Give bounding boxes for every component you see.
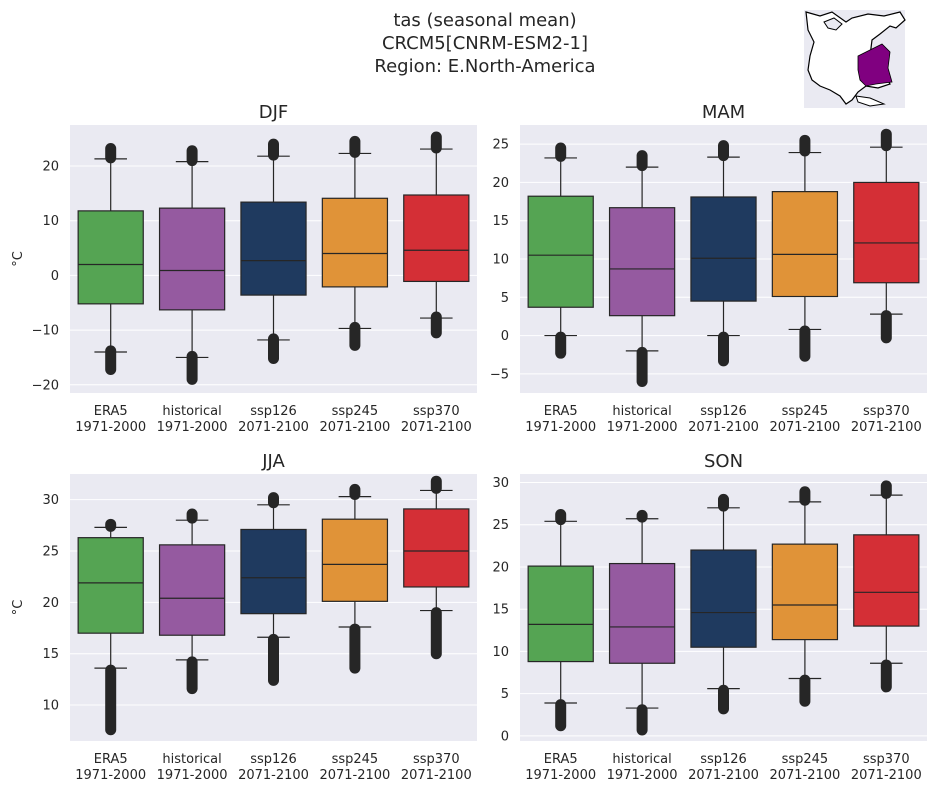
box-iqr bbox=[321, 518, 389, 602]
figure-title-line-2: CRCM5[CNRM-ESM2-1] bbox=[381, 33, 589, 54]
x-tick-period: 1971-2000 bbox=[75, 768, 146, 783]
y-tick-label: 5 bbox=[501, 687, 509, 702]
x-tick-period: 1971-2000 bbox=[525, 420, 596, 435]
x-tick-label: ssp245 bbox=[782, 752, 829, 767]
x-tick-label: ERA5 bbox=[544, 752, 578, 767]
y-tick-label: 0 bbox=[51, 269, 59, 284]
y-tick-label: 20 bbox=[42, 596, 59, 611]
x-tick-label: ssp126 bbox=[700, 752, 747, 767]
box-iqr bbox=[77, 537, 144, 634]
x-tick-label: historical bbox=[162, 404, 221, 419]
y-tick-label: 25 bbox=[492, 518, 509, 533]
y-tick-label: 15 bbox=[42, 647, 59, 662]
y-tick-label: 30 bbox=[42, 493, 59, 508]
box-iqr bbox=[771, 191, 839, 298]
y-tick-label: 15 bbox=[492, 214, 509, 229]
figure-title-line-3: Region: E.North-America bbox=[374, 56, 596, 77]
caribbean-outline bbox=[855, 95, 886, 107]
box-iqr bbox=[77, 210, 144, 305]
x-tick-period: 1971-2000 bbox=[157, 768, 228, 783]
hudson-bay-outline bbox=[823, 17, 843, 31]
x-tick-label: historical bbox=[612, 752, 671, 767]
box-iqr bbox=[321, 197, 389, 288]
box-iqr bbox=[608, 562, 676, 664]
x-tick-period: 2071-2100 bbox=[688, 768, 759, 783]
x-tick-label: ERA5 bbox=[94, 404, 128, 419]
y-tick-label: 20 bbox=[42, 160, 59, 175]
x-tick-period: 2071-2100 bbox=[688, 420, 759, 435]
y-tick-label: −20 bbox=[32, 378, 59, 393]
box-iqr bbox=[403, 194, 470, 283]
y-tick-label: 20 bbox=[492, 176, 509, 191]
y-tick-label: 10 bbox=[42, 214, 59, 229]
x-tick-period: 1971-2000 bbox=[157, 420, 228, 435]
x-tick-label: ssp370 bbox=[863, 404, 910, 419]
y-tick-label: 10 bbox=[492, 253, 509, 268]
box-iqr bbox=[403, 508, 470, 588]
y-tick-label: 15 bbox=[492, 603, 509, 618]
box-iqr bbox=[771, 543, 839, 641]
x-tick-label: ssp126 bbox=[700, 404, 747, 419]
box-iqr bbox=[853, 181, 920, 284]
box-iqr bbox=[853, 534, 920, 627]
region-map-inset bbox=[804, 10, 906, 108]
x-tick-label: ssp245 bbox=[782, 404, 829, 419]
y-tick-label: 0 bbox=[501, 329, 509, 344]
east-north-america-region bbox=[857, 43, 893, 87]
panel-title: JJA bbox=[261, 451, 285, 472]
x-tick-label: historical bbox=[162, 752, 221, 767]
y-tick-label: 30 bbox=[492, 476, 509, 491]
box-iqr bbox=[240, 201, 307, 296]
x-tick-period: 1971-2000 bbox=[75, 420, 146, 435]
x-tick-label: ssp370 bbox=[413, 404, 460, 419]
box-iqr bbox=[527, 565, 594, 663]
x-tick-label: ERA5 bbox=[94, 752, 128, 767]
y-tick-label: 0 bbox=[501, 729, 509, 744]
x-tick-label: historical bbox=[612, 404, 671, 419]
panel-title: MAM bbox=[702, 102, 745, 123]
x-tick-period: 1971-2000 bbox=[525, 768, 596, 783]
x-tick-period: 1971-2000 bbox=[607, 768, 678, 783]
x-tick-period: 2071-2100 bbox=[401, 768, 472, 783]
x-tick-label: ERA5 bbox=[544, 404, 578, 419]
x-tick-label: ssp370 bbox=[863, 752, 910, 767]
x-tick-period: 2071-2100 bbox=[319, 420, 390, 435]
x-tick-period: 2071-2100 bbox=[319, 768, 390, 783]
box-iqr bbox=[690, 196, 757, 302]
box-iqr bbox=[608, 207, 676, 317]
y-axis-label: °C bbox=[11, 600, 26, 616]
figure-title-line-1: tas (seasonal mean) bbox=[393, 10, 577, 31]
x-tick-label: ssp245 bbox=[332, 404, 379, 419]
panel-title: DJF bbox=[259, 102, 289, 123]
y-tick-label: 5 bbox=[501, 291, 509, 306]
x-tick-period: 1971-2000 bbox=[607, 420, 678, 435]
y-tick-label: 10 bbox=[492, 645, 509, 660]
y-tick-label: −5 bbox=[490, 367, 509, 382]
box-iqr bbox=[158, 207, 226, 311]
y-tick-label: −10 bbox=[32, 324, 59, 339]
x-tick-period: 2071-2100 bbox=[238, 420, 309, 435]
x-tick-period: 2071-2100 bbox=[769, 420, 840, 435]
box-iqr bbox=[240, 528, 307, 615]
y-tick-label: 25 bbox=[492, 138, 509, 153]
x-tick-label: ssp126 bbox=[250, 752, 297, 767]
x-tick-period: 2071-2100 bbox=[401, 420, 472, 435]
x-tick-label: ssp126 bbox=[250, 404, 297, 419]
x-tick-period: 2071-2100 bbox=[238, 768, 309, 783]
y-tick-label: 20 bbox=[492, 560, 509, 575]
y-tick-label: 10 bbox=[42, 699, 59, 714]
box-iqr bbox=[690, 549, 757, 648]
y-axis-label: °C bbox=[11, 251, 26, 267]
x-tick-label: ssp370 bbox=[413, 752, 460, 767]
y-tick-label: 25 bbox=[42, 545, 59, 560]
x-tick-period: 2071-2100 bbox=[851, 768, 922, 783]
x-tick-period: 2071-2100 bbox=[769, 768, 840, 783]
box-iqr bbox=[158, 544, 226, 636]
box-iqr bbox=[527, 195, 594, 308]
x-tick-period: 2071-2100 bbox=[851, 420, 922, 435]
x-tick-label: ssp245 bbox=[332, 752, 379, 767]
panel-title: SON bbox=[704, 451, 743, 472]
